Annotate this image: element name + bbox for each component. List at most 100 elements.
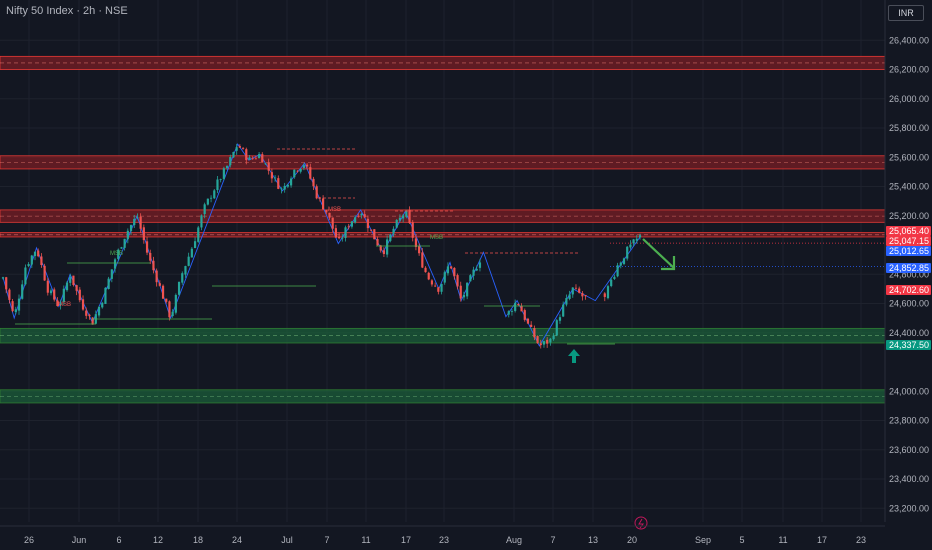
candle-body <box>619 262 622 266</box>
candle-body <box>174 294 177 313</box>
candle-body <box>101 302 104 308</box>
time-tick-label: 5 <box>739 535 744 545</box>
candle-body <box>46 280 49 293</box>
price-tag-label: 24,702.60 <box>889 285 929 295</box>
price-tick-label: 26,400.00 <box>889 35 929 45</box>
price-tag-label: 25,047.15 <box>889 236 929 246</box>
candle-body <box>293 169 296 178</box>
price-tick-label: 23,600.00 <box>889 445 929 455</box>
candle-body <box>299 168 302 172</box>
candle-body <box>520 305 523 312</box>
candle-body <box>168 301 171 318</box>
candle-body <box>62 288 65 303</box>
lightning-icon <box>634 516 648 530</box>
candle-body <box>430 280 434 285</box>
price-axis[interactable]: 26,400.00 26,200.00 26,000.00 25,800.00 25,6… <box>884 0 932 550</box>
time-tick-label: 11 <box>361 535 370 545</box>
candle-body <box>40 256 43 265</box>
candle-body <box>418 246 421 254</box>
candle-body <box>427 272 430 280</box>
candle-body <box>203 204 206 215</box>
price-tag <box>886 236 931 246</box>
msb-label: MSB <box>110 251 123 257</box>
candle-body <box>578 288 581 293</box>
candle-body <box>254 158 257 160</box>
candle-body <box>56 300 59 307</box>
time-tick-label: 7 <box>550 535 555 545</box>
candle-body <box>408 209 411 224</box>
time-tick-label: 18 <box>193 535 203 545</box>
candle-body <box>286 184 289 187</box>
candle-body <box>328 212 331 218</box>
candle-body <box>97 306 101 316</box>
candle-body <box>193 241 197 249</box>
price-tick-label: 25,200.00 <box>889 211 929 221</box>
candle-body <box>261 154 264 163</box>
candle-body <box>382 250 386 254</box>
candle-body <box>197 227 200 242</box>
time-tick-label: 13 <box>588 535 598 545</box>
candle-body <box>376 239 379 246</box>
candle-body <box>475 268 478 271</box>
time-tick-label: Sep <box>695 535 711 545</box>
price-tick-label: 24,800.00 <box>889 269 929 279</box>
price-tag <box>886 340 931 350</box>
price-tag-label: 25,012.65 <box>889 246 929 256</box>
candle-body <box>72 275 75 285</box>
candle-body <box>181 273 184 283</box>
zones-layer <box>0 55 886 404</box>
candle-body <box>81 299 85 310</box>
candle-body <box>142 227 145 241</box>
candle-body <box>27 264 30 267</box>
candle-body <box>366 218 370 229</box>
candle-body <box>434 285 437 287</box>
candle-body <box>606 286 610 299</box>
candle-body <box>571 287 574 295</box>
candle-body <box>251 158 254 160</box>
candle-body <box>107 278 110 289</box>
candle-body <box>296 170 299 172</box>
candle-body <box>517 303 520 306</box>
price-tag-label: 24,337.50 <box>889 340 929 350</box>
axis-bg <box>885 0 932 550</box>
msb-label: MSB <box>58 302 71 308</box>
candle-body <box>402 215 405 219</box>
candle-body <box>581 293 584 297</box>
candle-body <box>200 215 203 228</box>
time-tick-label: 7 <box>324 535 329 545</box>
candle-body <box>1 277 5 279</box>
candle-body <box>603 293 606 297</box>
candle-body <box>187 256 190 266</box>
candle-body <box>443 272 446 283</box>
candle-body <box>216 179 219 191</box>
candle-body <box>347 226 350 228</box>
candle-body <box>638 235 642 238</box>
candle-body <box>312 178 315 187</box>
candle-body <box>136 217 139 219</box>
candle-body <box>459 285 462 299</box>
candle-body <box>238 146 241 148</box>
candle-body <box>53 289 56 300</box>
time-axis[interactable]: 26 Jun 6 12 18 24 Jul 7 11 17 23 Aug 7 13 20 Sep 5 11 17 23 <box>0 516 885 545</box>
grid-lines <box>0 0 885 522</box>
candle-body <box>283 185 286 190</box>
candle-body <box>120 247 123 249</box>
candle-body <box>392 228 395 234</box>
candle-body <box>11 301 14 312</box>
down-arrow-head <box>661 256 676 271</box>
candle-body <box>331 217 334 229</box>
candle-body <box>533 328 536 338</box>
currency-button[interactable]: INR <box>888 5 924 21</box>
price-tick-label: 23,200.00 <box>889 503 929 513</box>
price-tag <box>886 226 931 236</box>
candles-layer <box>1 143 642 349</box>
price-tag-label: 24,852.85 <box>889 263 929 273</box>
candle-body <box>565 298 568 305</box>
candle-body <box>462 294 466 298</box>
candle-body <box>14 309 17 313</box>
time-tick-label: 23 <box>856 535 866 545</box>
candle-body <box>536 336 539 344</box>
candle-body <box>248 157 251 160</box>
